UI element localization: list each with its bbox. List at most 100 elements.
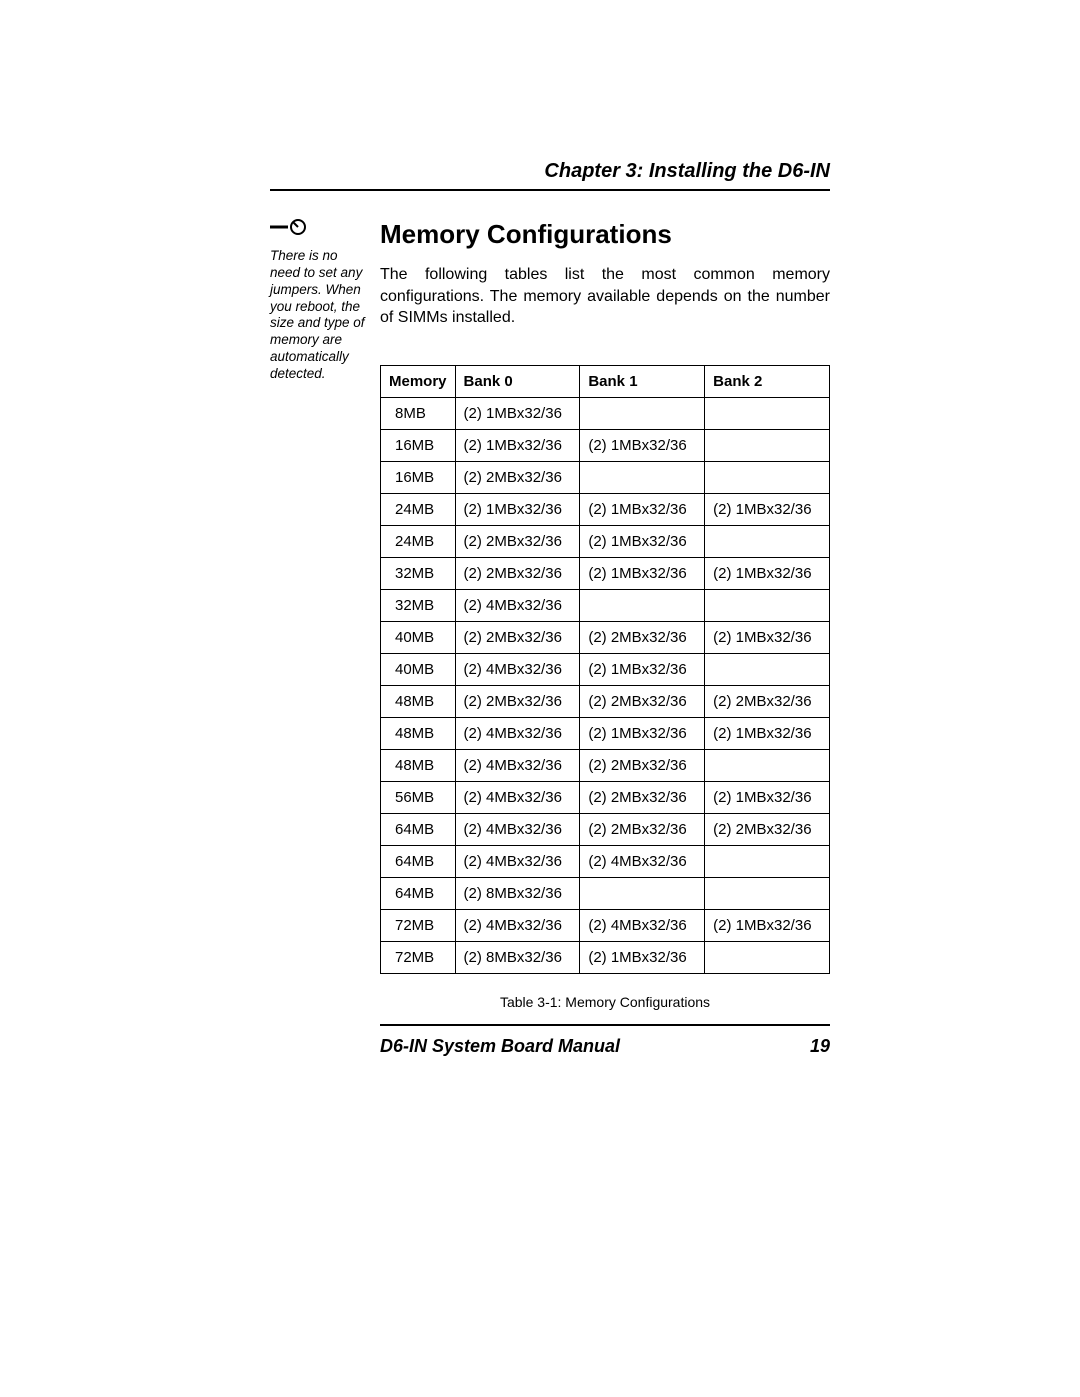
table-cell bbox=[705, 525, 830, 557]
table-header-cell: Bank 1 bbox=[580, 365, 705, 397]
table-cell: (2) 4MBx32/36 bbox=[455, 845, 580, 877]
table-cell: 40MB bbox=[381, 653, 456, 685]
table-cell: (2) 4MBx32/36 bbox=[580, 909, 705, 941]
table-cell: (2) 4MBx32/36 bbox=[455, 781, 580, 813]
table-cell: (2) 4MBx32/36 bbox=[455, 813, 580, 845]
table-cell: (2) 2MBx32/36 bbox=[455, 525, 580, 557]
table-cell: (2) 2MBx32/36 bbox=[455, 461, 580, 493]
table-row: 24MB(2) 1MBx32/36(2) 1MBx32/36(2) 1MBx32… bbox=[381, 493, 830, 525]
table-cell: 24MB bbox=[381, 525, 456, 557]
table-cell: (2) 1MBx32/36 bbox=[705, 781, 830, 813]
table-cell bbox=[705, 429, 830, 461]
footer-manual-title: D6-IN System Board Manual bbox=[380, 1036, 620, 1057]
table-cell: (2) 2MBx32/36 bbox=[580, 813, 705, 845]
section-heading: Memory Configurations bbox=[380, 219, 830, 250]
table-row: 8MB(2) 1MBx32/36 bbox=[381, 397, 830, 429]
table-cell: (2) 1MBx32/36 bbox=[455, 429, 580, 461]
table-cell: 24MB bbox=[381, 493, 456, 525]
table-cell: (2) 1MBx32/36 bbox=[705, 621, 830, 653]
table-cell: (2) 2MBx32/36 bbox=[705, 685, 830, 717]
table-cell: (2) 1MBx32/36 bbox=[705, 717, 830, 749]
table-cell: (2) 2MBx32/36 bbox=[455, 685, 580, 717]
table-cell: (2) 2MBx32/36 bbox=[580, 781, 705, 813]
table-cell bbox=[580, 589, 705, 621]
table-cell: 8MB bbox=[381, 397, 456, 429]
table-cell: (2) 1MBx32/36 bbox=[705, 909, 830, 941]
table-row: 72MB(2) 4MBx32/36(2) 4MBx32/36(2) 1MBx32… bbox=[381, 909, 830, 941]
table-cell: 32MB bbox=[381, 589, 456, 621]
table-row: 40MB(2) 2MBx32/36(2) 2MBx32/36(2) 1MBx32… bbox=[381, 621, 830, 653]
table-cell bbox=[705, 941, 830, 973]
table-cell bbox=[580, 461, 705, 493]
chapter-title: Chapter 3: Installing the D6-IN bbox=[270, 160, 830, 183]
table-cell: (2) 4MBx32/36 bbox=[455, 589, 580, 621]
table-cell: (2) 1MBx32/36 bbox=[705, 557, 830, 589]
table-cell bbox=[705, 845, 830, 877]
table-row: 48MB(2) 2MBx32/36(2) 2MBx32/36(2) 2MBx32… bbox=[381, 685, 830, 717]
top-rule bbox=[270, 189, 830, 191]
table-cell bbox=[580, 877, 705, 909]
table-cell: 56MB bbox=[381, 781, 456, 813]
table-row: 64MB(2) 8MBx32/36 bbox=[381, 877, 830, 909]
table-cell: (2) 8MBx32/36 bbox=[455, 941, 580, 973]
table-cell: (2) 8MBx32/36 bbox=[455, 877, 580, 909]
table-caption: Table 3-1: Memory Configurations bbox=[380, 994, 830, 1010]
table-cell bbox=[705, 877, 830, 909]
table-cell: (2) 1MBx32/36 bbox=[580, 557, 705, 589]
memory-config-table: MemoryBank 0Bank 1Bank 2 8MB(2) 1MBx32/3… bbox=[380, 365, 830, 974]
table-cell: (2) 1MBx32/36 bbox=[455, 397, 580, 429]
table-cell: 32MB bbox=[381, 557, 456, 589]
switch-icon bbox=[270, 219, 370, 240]
table-row: 48MB(2) 4MBx32/36(2) 1MBx32/36(2) 1MBx32… bbox=[381, 717, 830, 749]
table-cell: (2) 2MBx32/36 bbox=[580, 621, 705, 653]
table-cell: (2) 4MBx32/36 bbox=[580, 845, 705, 877]
table-row: 32MB(2) 4MBx32/36 bbox=[381, 589, 830, 621]
table-row: 40MB(2) 4MBx32/36(2) 1MBx32/36 bbox=[381, 653, 830, 685]
table-cell: 48MB bbox=[381, 717, 456, 749]
table-cell: 16MB bbox=[381, 461, 456, 493]
table-row: 64MB(2) 4MBx32/36(2) 4MBx32/36 bbox=[381, 845, 830, 877]
table-cell bbox=[705, 749, 830, 781]
table-cell: (2) 2MBx32/36 bbox=[455, 621, 580, 653]
table-cell bbox=[705, 397, 830, 429]
table-cell: (2) 2MBx32/36 bbox=[580, 749, 705, 781]
intro-paragraph: The following tables list the most commo… bbox=[380, 264, 830, 329]
table-cell bbox=[705, 589, 830, 621]
table-cell: (2) 1MBx32/36 bbox=[580, 941, 705, 973]
table-cell: (2) 2MBx32/36 bbox=[705, 813, 830, 845]
table-cell bbox=[580, 397, 705, 429]
table-cell: (2) 1MBx32/36 bbox=[580, 653, 705, 685]
sidebar-note-block: There is no need to set any jumpers. Whe… bbox=[270, 219, 370, 383]
table-header-cell: Bank 2 bbox=[705, 365, 830, 397]
table-cell: 40MB bbox=[381, 621, 456, 653]
table-cell bbox=[705, 653, 830, 685]
table-cell: (2) 4MBx32/36 bbox=[455, 749, 580, 781]
table-row: 48MB(2) 4MBx32/36(2) 2MBx32/36 bbox=[381, 749, 830, 781]
table-cell: (2) 4MBx32/36 bbox=[455, 909, 580, 941]
table-cell: (2) 4MBx32/36 bbox=[455, 653, 580, 685]
table-row: 32MB(2) 2MBx32/36(2) 1MBx32/36(2) 1MBx32… bbox=[381, 557, 830, 589]
table-cell: (2) 2MBx32/36 bbox=[580, 685, 705, 717]
table-row: 56MB(2) 4MBx32/36(2) 2MBx32/36(2) 1MBx32… bbox=[381, 781, 830, 813]
table-cell: 64MB bbox=[381, 845, 456, 877]
footer-page-number: 19 bbox=[810, 1036, 830, 1057]
table-cell: (2) 1MBx32/36 bbox=[705, 493, 830, 525]
table-cell: (2) 1MBx32/36 bbox=[455, 493, 580, 525]
table-header-cell: Memory bbox=[381, 365, 456, 397]
table-cell: 72MB bbox=[381, 909, 456, 941]
sidebar-note: There is no need to set any jumpers. Whe… bbox=[270, 248, 370, 383]
table-cell: (2) 1MBx32/36 bbox=[580, 429, 705, 461]
table-cell: (2) 4MBx32/36 bbox=[455, 717, 580, 749]
table-row: 16MB(2) 2MBx32/36 bbox=[381, 461, 830, 493]
table-row: 72MB(2) 8MBx32/36(2) 1MBx32/36 bbox=[381, 941, 830, 973]
table-cell: 48MB bbox=[381, 685, 456, 717]
table-cell: 64MB bbox=[381, 813, 456, 845]
table-cell: (2) 2MBx32/36 bbox=[455, 557, 580, 589]
bottom-rule bbox=[380, 1024, 830, 1026]
table-row: 16MB(2) 1MBx32/36(2) 1MBx32/36 bbox=[381, 429, 830, 461]
table-cell: (2) 1MBx32/36 bbox=[580, 493, 705, 525]
table-cell: 72MB bbox=[381, 941, 456, 973]
table-cell: 64MB bbox=[381, 877, 456, 909]
table-cell bbox=[705, 461, 830, 493]
table-row: 64MB(2) 4MBx32/36(2) 2MBx32/36(2) 2MBx32… bbox=[381, 813, 830, 845]
